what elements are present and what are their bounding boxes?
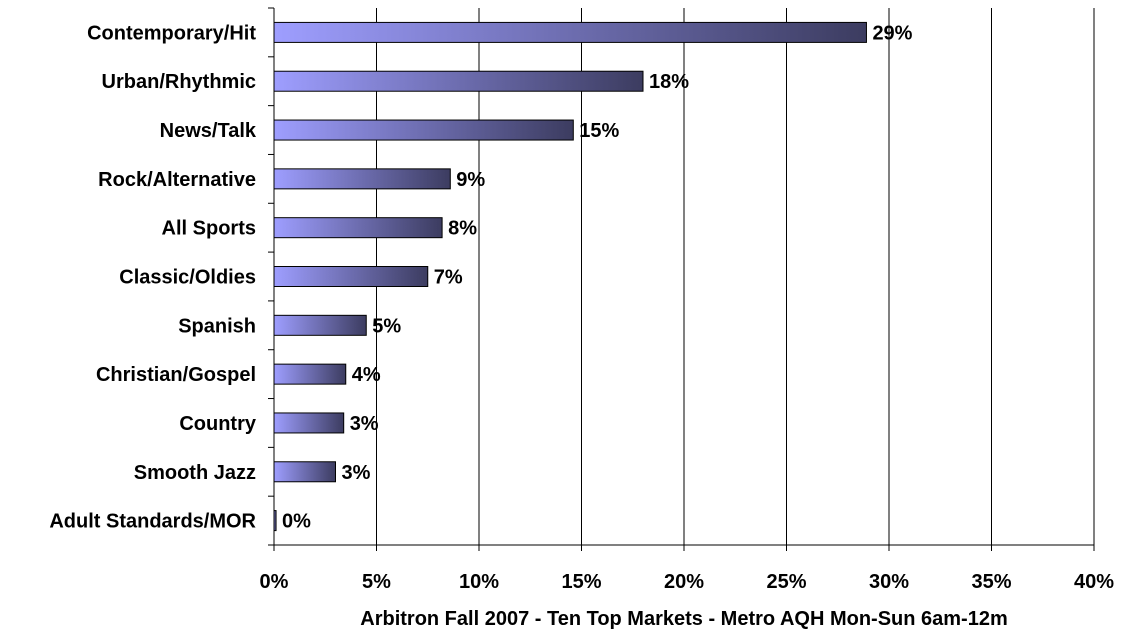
x-tick-label: 20%: [664, 571, 704, 593]
bar: [273, 21, 867, 43]
x-tick-label: 5%: [362, 571, 391, 593]
bar-value-label: 5%: [372, 315, 401, 337]
bar-value-label: 15%: [579, 120, 619, 142]
axes: [268, 7, 1095, 551]
gridlines: [376, 8, 1095, 545]
value-labels: 29% 18% 15% 9% 8% 7% 5% 4% 3% 3% 0%: [282, 22, 913, 532]
bar: [273, 217, 443, 239]
x-tick-label: 10%: [459, 571, 499, 593]
category-label: News/Talk: [160, 120, 257, 142]
bar: [273, 412, 345, 434]
x-tick-label: 35%: [971, 571, 1011, 593]
bar-value-label: 18%: [649, 71, 689, 93]
category-labels: Contemporary/Hit Urban/Rhythmic News/Talk R…: [49, 22, 257, 532]
category-label: Smooth Jazz: [134, 462, 256, 484]
x-axis-title: Arbitron Fall 2007 - Ten Top Markets - M…: [360, 608, 1008, 630]
bar-value-label: 4%: [352, 364, 381, 386]
bar-value-label: 3%: [350, 413, 379, 435]
bar: [273, 461, 336, 483]
x-tick-label: 25%: [766, 571, 806, 593]
x-tick-label: 40%: [1074, 571, 1114, 593]
bar-value-label: 7%: [434, 267, 463, 289]
x-tick-labels: 0% 5% 10% 15% 20% 25% 30% 35% 40%: [260, 571, 1115, 593]
bar: [273, 363, 347, 385]
bar-value-label: 8%: [448, 218, 477, 240]
bar-value-label: 29%: [872, 22, 912, 44]
category-label: Classic/Oldies: [119, 267, 256, 289]
bar: [273, 119, 574, 141]
category-label: Spanish: [178, 315, 256, 337]
category-label: Urban/Rhythmic: [102, 71, 256, 93]
category-label: Adult Standards/MOR: [49, 511, 256, 533]
category-label: All Sports: [162, 218, 256, 240]
bar: [273, 314, 367, 336]
bar: [273, 70, 644, 92]
bar: [273, 266, 429, 287]
x-tick-label: 15%: [561, 571, 601, 593]
x-tick-label: 30%: [869, 571, 909, 593]
bar: [273, 168, 451, 190]
category-label: Contemporary/Hit: [87, 22, 256, 44]
bar-value-label: 0%: [282, 511, 311, 533]
bar-value-label: 3%: [342, 462, 371, 484]
bars: [273, 21, 867, 532]
x-tick-label: 0%: [260, 571, 289, 593]
category-label: Country: [179, 413, 257, 435]
category-label: Rock/Alternative: [98, 169, 256, 191]
category-label: Christian/Gospel: [96, 364, 256, 386]
bar-value-label: 9%: [456, 169, 485, 191]
